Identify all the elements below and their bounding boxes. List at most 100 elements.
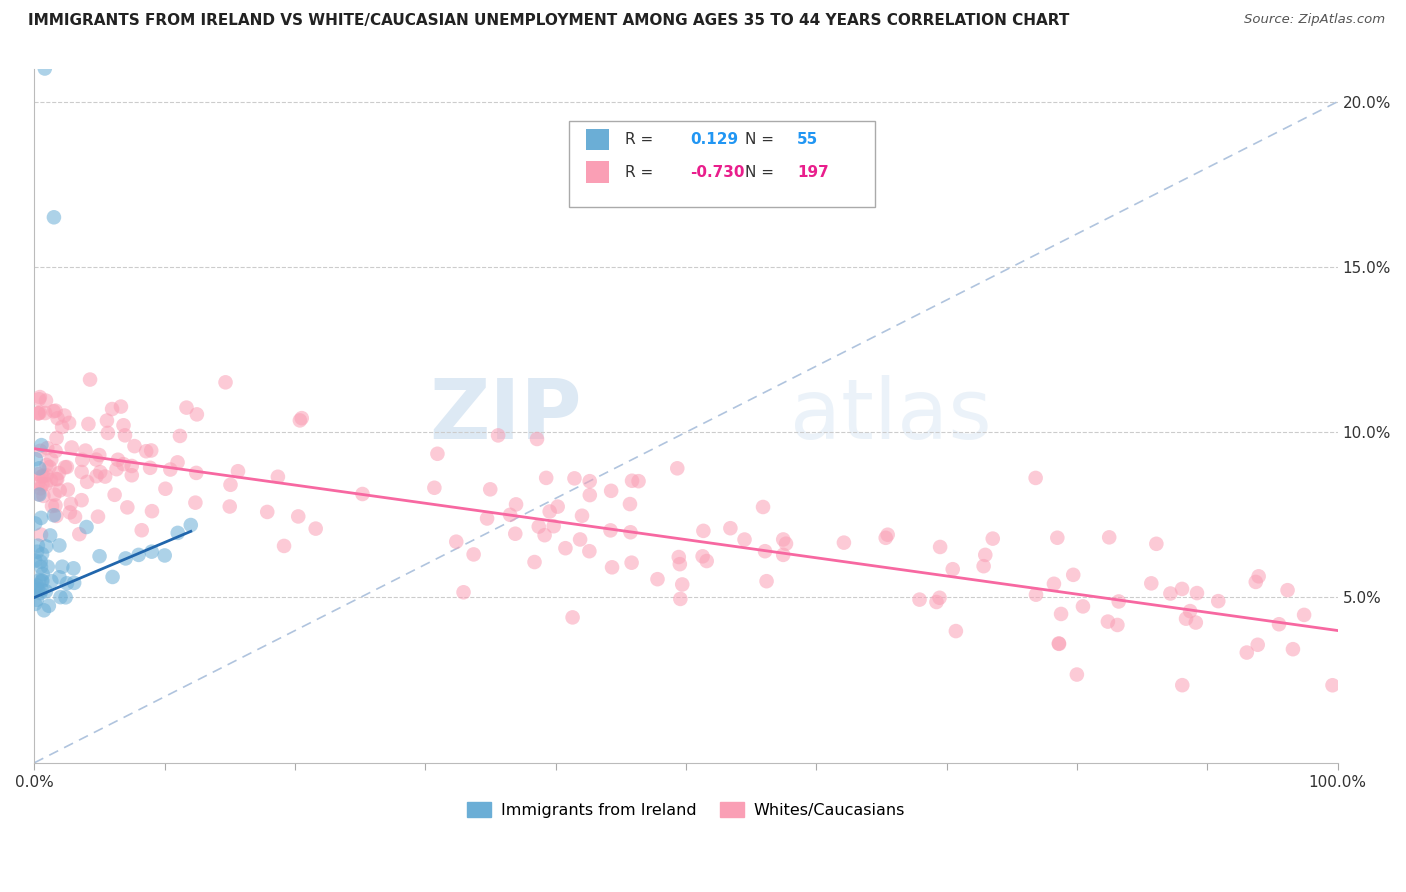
- Point: [28, 392, 51, 407]
- Point: [89, 465, 111, 479]
- Point: [48, 538, 70, 552]
- Point: [58, 416, 80, 430]
- Point: [155, 482, 177, 496]
- Point: [86, 469, 108, 483]
- Point: [505, 497, 527, 511]
- Point: [45, 431, 67, 445]
- Point: [141, 504, 163, 518]
- Point: [1171, 582, 1194, 596]
- Point: [1062, 567, 1084, 582]
- Point: [48, 570, 70, 584]
- Point: [114, 551, 136, 566]
- Point: [87, 509, 110, 524]
- Point: [291, 411, 314, 425]
- Point: [141, 443, 163, 458]
- Point: [24, 597, 46, 611]
- Point: [128, 548, 150, 562]
- Point: [305, 522, 328, 536]
- Point: [547, 500, 569, 514]
- Text: 55: 55: [797, 132, 818, 147]
- Point: [96, 413, 118, 427]
- Point: [45, 403, 67, 417]
- Point: [28, 461, 51, 475]
- Point: [1071, 599, 1094, 614]
- Point: [928, 591, 950, 605]
- Point: [1185, 586, 1208, 600]
- Point: [475, 511, 498, 525]
- Point: [55, 591, 77, 605]
- Point: [620, 556, 643, 570]
- Point: [59, 497, 82, 511]
- Point: [180, 518, 202, 533]
- Point: [24, 580, 46, 594]
- Point: [30, 438, 52, 452]
- Point: [1043, 576, 1066, 591]
- Point: [51, 559, 73, 574]
- Point: [754, 544, 776, 558]
- Point: [31, 477, 53, 491]
- Point: [28, 488, 51, 502]
- Point: [27, 476, 49, 491]
- Point: [186, 466, 208, 480]
- Point: [159, 462, 181, 476]
- Point: [45, 444, 67, 458]
- Point: [35, 458, 58, 472]
- Point: [34, 62, 56, 76]
- Point: [578, 488, 600, 502]
- Point: [112, 418, 135, 433]
- Point: [287, 509, 309, 524]
- Point: [42, 211, 65, 225]
- FancyBboxPatch shape: [586, 128, 609, 151]
- Point: [578, 474, 600, 488]
- Point: [49, 590, 72, 604]
- Point: [24, 553, 46, 567]
- Point: [671, 577, 693, 591]
- Point: [27, 407, 49, 421]
- Point: [131, 523, 153, 537]
- Point: [166, 455, 188, 469]
- Point: [31, 582, 53, 597]
- Point: [31, 547, 53, 561]
- Point: [527, 519, 550, 533]
- Point: [31, 574, 53, 588]
- Point: [1268, 617, 1291, 632]
- Point: [67, 527, 90, 541]
- Point: [1047, 636, 1070, 650]
- Point: [166, 525, 188, 540]
- Point: [1159, 586, 1181, 600]
- Point: [426, 447, 449, 461]
- Point: [28, 390, 51, 404]
- Point: [42, 508, 65, 523]
- Point: [734, 533, 756, 547]
- Point: [117, 500, 139, 515]
- Point: [27, 406, 49, 420]
- Point: [1247, 638, 1270, 652]
- Point: [38, 460, 60, 475]
- Point: [718, 521, 741, 535]
- Point: [56, 576, 79, 591]
- Point: [38, 599, 60, 613]
- Point: [30, 443, 52, 458]
- Point: [28, 406, 51, 420]
- Point: [752, 500, 775, 514]
- Point: [1294, 607, 1316, 622]
- Point: [39, 452, 62, 467]
- Point: [538, 504, 561, 518]
- Point: [1025, 588, 1047, 602]
- Point: [59, 505, 82, 519]
- Point: [668, 549, 690, 564]
- Text: Source: ZipAtlas.com: Source: ZipAtlas.com: [1244, 13, 1385, 27]
- Point: [27, 487, 49, 501]
- Point: [543, 519, 565, 533]
- Point: [89, 448, 111, 462]
- Point: [37, 441, 59, 455]
- Point: [39, 528, 62, 542]
- Point: [44, 487, 66, 501]
- Point: [564, 471, 586, 485]
- Text: R =: R =: [624, 132, 652, 147]
- Point: [1046, 531, 1069, 545]
- Point: [600, 560, 623, 574]
- Point: [352, 487, 374, 501]
- Point: [561, 610, 583, 624]
- Point: [876, 527, 898, 541]
